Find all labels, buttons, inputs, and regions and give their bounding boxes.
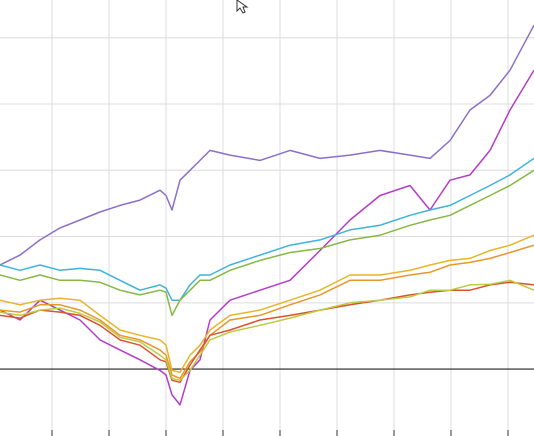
series-line xyxy=(0,24,534,266)
mouse-cursor xyxy=(236,0,249,14)
series-line xyxy=(0,69,534,406)
series-line xyxy=(0,244,534,380)
series-line xyxy=(0,281,534,384)
series-line xyxy=(0,169,534,317)
series-line xyxy=(0,157,534,301)
series-line xyxy=(0,279,534,382)
series-line xyxy=(0,234,534,374)
